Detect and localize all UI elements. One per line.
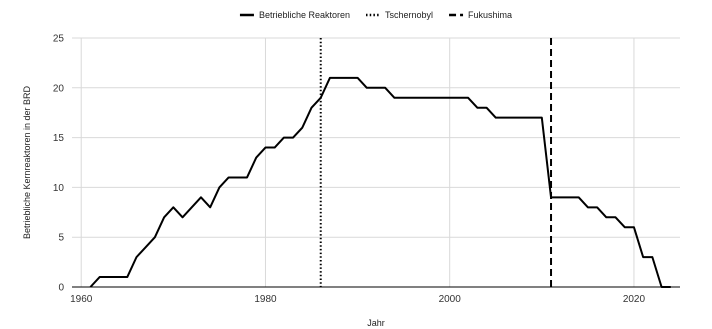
y-tick-label: 15	[53, 133, 65, 144]
legend-item: Tschernobyl	[366, 10, 433, 20]
event-lines	[319, 38, 553, 287]
y-tick-label: 0	[58, 283, 64, 294]
x-tick-label: 1980	[254, 294, 277, 305]
x-tick-label: 2000	[439, 294, 462, 305]
series-lines	[89, 76, 671, 288]
x-tick-labels: 1960 1980 2000 2020	[70, 294, 645, 305]
y-tick-label: 25	[53, 34, 65, 45]
legend-item: Betriebliche Reaktoren	[239, 10, 350, 20]
legend-label: Tschernobyl	[385, 10, 433, 20]
legend-label: Betriebliche Reaktoren	[259, 10, 350, 20]
legend-item: Fukushima	[449, 10, 512, 20]
x-tick-label: 2020	[623, 294, 646, 305]
series-line	[89, 76, 671, 288]
legend: Betriebliche Reaktoren Tschernobyl Fukushi…	[239, 10, 512, 20]
x-axis-label: Jahr	[367, 318, 385, 328]
legend-label: Fukushima	[468, 10, 512, 20]
y-tick-label: 5	[58, 233, 64, 244]
x-tick-label: 1960	[70, 294, 93, 305]
y-tick-labels: 0 5 10 15 20 25	[53, 34, 65, 294]
y-tick-label: 10	[53, 183, 65, 194]
y-tick-label: 20	[53, 83, 65, 94]
y-axis-label: Betriebliche Kernreaktoren in der BRD	[22, 85, 32, 239]
grid	[72, 37, 680, 287]
